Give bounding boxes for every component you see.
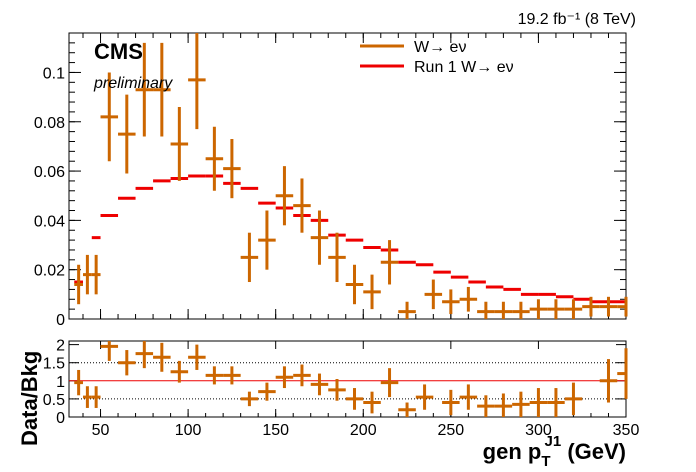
ratio-y-tick-label: 2: [56, 338, 65, 355]
legend-label-run1-w-enu: Run 1 W→ eν: [414, 59, 514, 76]
preliminary-label: preliminary: [93, 75, 173, 92]
ratio-y-tick-label: 1.5: [43, 356, 65, 373]
y-tick-label: 0.08: [34, 115, 65, 132]
y-tick-label: 0.1: [43, 65, 65, 82]
x-axis-label-sub: T: [541, 453, 550, 470]
x-tick-label: 100: [175, 422, 202, 439]
main-axis-ticks: 0 0.02 0.04 0.06 0.08 0.1: [34, 33, 627, 329]
x-tick-label: 350: [613, 422, 640, 439]
main-plot-frame: [68, 32, 627, 320]
ratio-guide-lines: [69, 362, 626, 400]
ratio-y-tick-label: 0: [56, 410, 65, 427]
x-tick-label: 50: [92, 422, 110, 439]
x-tick-label: 250: [437, 422, 464, 439]
y-tick-label: 0: [56, 312, 65, 329]
x-axis-label: gen pT J1 (GeV): [483, 433, 626, 470]
series-w-enu: [74, 33, 628, 319]
x-tick-label: 200: [350, 422, 377, 439]
y-tick-label: 0.02: [34, 263, 65, 280]
x-tick-label: 150: [262, 422, 289, 439]
legend-label-w-enu: W→ eν: [414, 39, 466, 56]
ratio-y-tick-label: 1: [56, 374, 65, 391]
ratio-y-axis-label: Data/Bkg: [17, 351, 42, 446]
x-axis-label-main: gen p: [483, 439, 542, 464]
x-axis-label-sup: J1: [545, 433, 562, 450]
x-tick-label: 300: [525, 422, 552, 439]
y-tick-label: 0.06: [34, 164, 65, 181]
legend: W→ eν Run 1 W→ eν: [360, 39, 514, 76]
x-axis-label-unit: (GeV): [561, 439, 626, 464]
y-tick-label: 0.04: [34, 213, 65, 230]
cms-label: CMS: [94, 39, 143, 64]
ratio-y-tick-label: 0.5: [43, 392, 65, 409]
series-run1-w-enu: [74, 174, 626, 304]
lumi-label: 19.2 fb⁻¹ (8 TeV): [518, 11, 636, 28]
series-ratio: [74, 341, 628, 417]
